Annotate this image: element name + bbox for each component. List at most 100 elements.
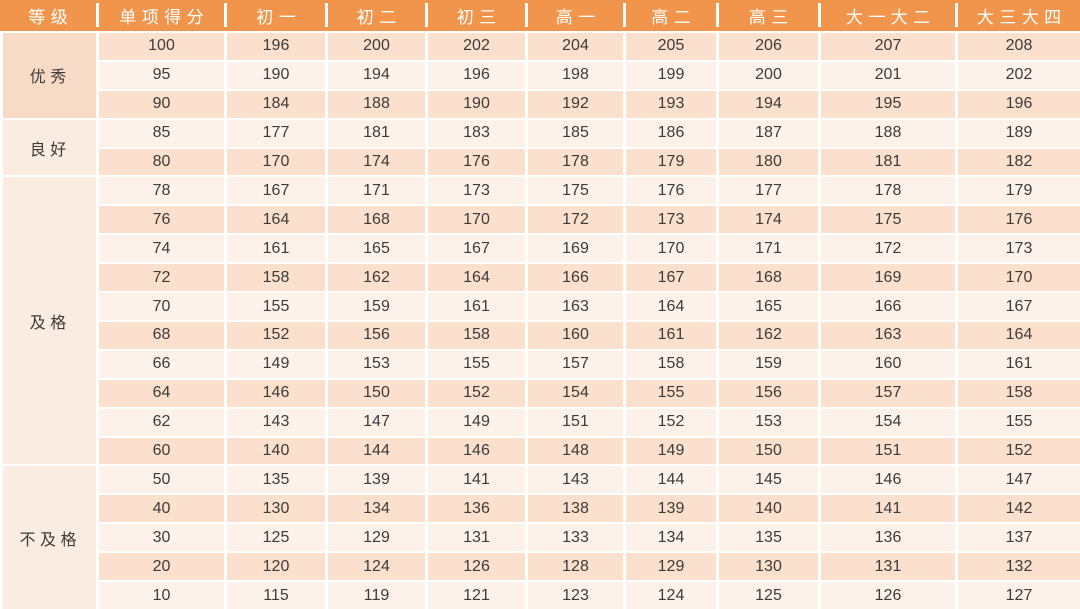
- value-cell: 188: [328, 90, 425, 118]
- value-cell: 130: [719, 553, 818, 581]
- value-cell: 155: [958, 408, 1080, 436]
- value-cell: 142: [958, 495, 1080, 523]
- value-cell: 196: [227, 33, 325, 60]
- value-cell: 165: [719, 293, 818, 320]
- value-cell: 132: [958, 553, 1080, 581]
- grade-label: 良好: [0, 119, 96, 176]
- value-cell: 169: [821, 264, 955, 292]
- value-cell: 172: [528, 206, 623, 234]
- value-cell: 170: [428, 206, 525, 234]
- value-cell: 134: [328, 495, 425, 523]
- value-cell: 199: [626, 61, 716, 89]
- column-header-4: 初三: [425, 0, 525, 31]
- value-cell: 126: [821, 582, 955, 609]
- value-cell: 196: [428, 61, 525, 89]
- value-cell: 125: [227, 524, 325, 552]
- value-cell: 178: [821, 177, 955, 205]
- score-cell: 74: [99, 235, 224, 263]
- score-cell: 85: [99, 119, 224, 147]
- value-cell: 183: [428, 119, 525, 147]
- value-cell: 126: [428, 553, 525, 581]
- value-cell: 156: [719, 379, 818, 407]
- value-cell: 115: [227, 582, 325, 609]
- value-cell: 128: [528, 553, 623, 581]
- value-cell: 177: [719, 177, 818, 205]
- value-cell: 149: [227, 350, 325, 378]
- column-header-7: 高三: [716, 0, 818, 31]
- score-cell: 20: [99, 553, 224, 581]
- value-cell: 170: [958, 264, 1080, 292]
- value-cell: 187: [719, 119, 818, 147]
- value-cell: 171: [328, 177, 425, 205]
- value-cell: 144: [626, 466, 716, 494]
- value-cell: 205: [626, 33, 716, 60]
- value-cell: 178: [528, 148, 623, 176]
- value-cell: 176: [958, 206, 1080, 234]
- value-cell: 146: [227, 379, 325, 407]
- value-cell: 163: [821, 321, 955, 349]
- value-cell: 158: [958, 379, 1080, 407]
- value-cell: 135: [719, 524, 818, 552]
- value-cell: 177: [227, 119, 325, 147]
- value-cell: 190: [428, 90, 525, 118]
- value-cell: 163: [528, 293, 623, 320]
- value-cell: 167: [958, 293, 1080, 320]
- value-cell: 143: [227, 408, 325, 436]
- value-cell: 144: [328, 437, 425, 465]
- score-cell: 50: [99, 466, 224, 494]
- value-cell: 175: [821, 206, 955, 234]
- value-cell: 189: [958, 119, 1080, 147]
- value-cell: 159: [328, 293, 425, 320]
- value-cell: 200: [719, 61, 818, 89]
- value-cell: 152: [626, 408, 716, 436]
- value-cell: 206: [719, 33, 818, 60]
- value-cell: 124: [626, 582, 716, 609]
- score-cell: 72: [99, 264, 224, 292]
- column-header-3: 初二: [325, 0, 425, 31]
- value-cell: 155: [227, 293, 325, 320]
- value-cell: 181: [328, 119, 425, 147]
- value-cell: 169: [528, 235, 623, 263]
- value-cell: 148: [528, 437, 623, 465]
- value-cell: 146: [821, 466, 955, 494]
- value-cell: 174: [719, 206, 818, 234]
- value-cell: 150: [719, 437, 818, 465]
- value-cell: 175: [528, 177, 623, 205]
- value-cell: 156: [328, 321, 425, 349]
- score-cell: 64: [99, 379, 224, 407]
- value-cell: 135: [227, 466, 325, 494]
- value-cell: 124: [328, 553, 425, 581]
- value-cell: 139: [328, 466, 425, 494]
- value-cell: 188: [821, 119, 955, 147]
- table-body: 优秀 100 196 200 202 204 205 206 207 208 95 190 194 196…: [0, 33, 1080, 609]
- value-cell: 130: [227, 495, 325, 523]
- score-cell: 90: [99, 90, 224, 118]
- value-cell: 151: [528, 408, 623, 436]
- value-cell: 143: [528, 466, 623, 494]
- score-cell: 80: [99, 148, 224, 176]
- value-cell: 131: [428, 524, 525, 552]
- value-cell: 184: [227, 90, 325, 118]
- column-header-0: 等级: [28, 8, 74, 27]
- value-cell: 168: [719, 264, 818, 292]
- value-cell: 136: [821, 524, 955, 552]
- value-cell: 150: [328, 379, 425, 407]
- value-cell: 174: [328, 148, 425, 176]
- value-cell: 129: [328, 524, 425, 552]
- value-cell: 153: [719, 408, 818, 436]
- value-cell: 172: [821, 235, 955, 263]
- value-cell: 194: [328, 61, 425, 89]
- column-header-2: 初一: [224, 0, 325, 31]
- value-cell: 161: [227, 235, 325, 263]
- score-cell: 62: [99, 408, 224, 436]
- value-cell: 171: [719, 235, 818, 263]
- value-cell: 141: [428, 466, 525, 494]
- value-cell: 164: [626, 293, 716, 320]
- score-cell: 100: [99, 33, 224, 60]
- value-cell: 154: [821, 408, 955, 436]
- value-cell: 179: [958, 177, 1080, 205]
- score-cell: 60: [99, 437, 224, 465]
- value-cell: 138: [528, 495, 623, 523]
- value-cell: 204: [528, 33, 623, 60]
- value-cell: 164: [958, 321, 1080, 349]
